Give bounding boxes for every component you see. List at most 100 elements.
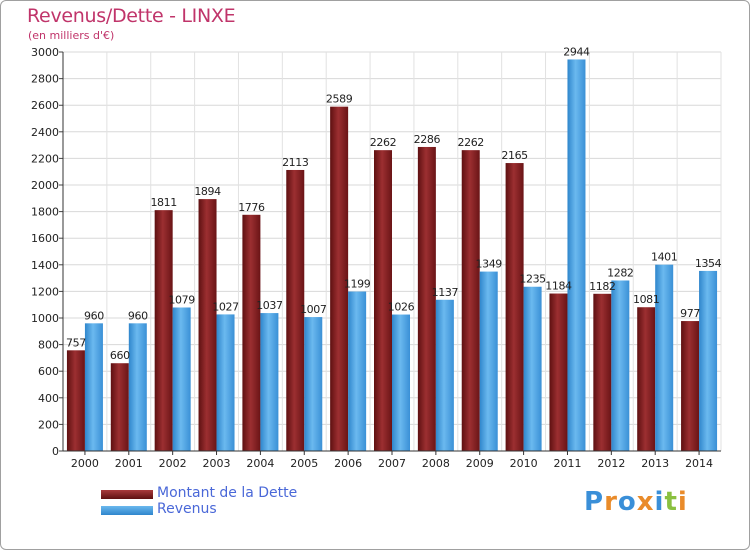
data-label-debt: 1182 (589, 280, 615, 293)
y-tick-label: 2600 (31, 99, 59, 112)
bar-revenue (260, 313, 279, 451)
bar-debt (330, 106, 349, 452)
x-tick-label: 2007 (378, 457, 406, 470)
bar-debt (505, 163, 524, 451)
bar-debt (198, 199, 217, 451)
data-label-revenue: 1137 (432, 286, 459, 299)
bar-revenue (435, 299, 454, 451)
bar-debt (286, 169, 305, 451)
bars-layer (66, 59, 718, 452)
y-tick-label: 1800 (31, 206, 59, 219)
data-label-revenue: 1037 (256, 299, 283, 312)
bar-revenue (655, 264, 674, 451)
chart-title: Revenus/Dette - LINXE (27, 5, 236, 27)
data-label-revenue: 960 (128, 309, 148, 322)
y-tick-label: 600 (38, 365, 59, 378)
data-label-revenue: 1199 (344, 278, 371, 291)
x-tick-label: 2006 (334, 457, 362, 470)
data-label-debt: 977 (680, 307, 700, 320)
x-tick-label: 2004 (246, 457, 274, 470)
x-tick-label: 2014 (685, 457, 713, 470)
bar-revenue (216, 314, 235, 451)
data-label-revenue: 1349 (476, 258, 503, 271)
bar-debt (681, 321, 700, 451)
legend-swatch-debt (101, 490, 153, 499)
data-label-debt: 1811 (150, 196, 176, 209)
data-label-revenue: 1401 (651, 251, 677, 264)
y-tick-label: 1200 (31, 285, 59, 298)
data-label-revenue: 1282 (607, 266, 633, 279)
bar-revenue (523, 286, 542, 451)
y-tick-label: 2200 (31, 152, 59, 165)
chart-subtitle: (en milliers d'€) (28, 29, 115, 42)
x-tick-label: 2000 (71, 457, 99, 470)
x-tick-label: 2008 (422, 457, 450, 470)
data-label-revenue: 1079 (168, 293, 195, 306)
y-tick-label: 3000 (31, 46, 59, 59)
bar-revenue (567, 59, 586, 452)
data-label-revenue: 1026 (388, 301, 415, 314)
data-label-debt: 2165 (501, 149, 528, 162)
data-label-debt: 2589 (326, 93, 353, 106)
data-label-revenue: 960 (84, 309, 104, 322)
bar-revenue (304, 317, 323, 451)
y-tick-label: 400 (38, 392, 59, 405)
bar-revenue (172, 307, 191, 451)
y-tick-label: 200 (38, 418, 59, 431)
data-label-debt: 2262 (458, 136, 484, 149)
bar-revenue (128, 323, 147, 451)
data-label-debt: 1776 (238, 201, 265, 214)
bar-debt (374, 150, 392, 452)
x-tick-label: 2011 (553, 457, 581, 470)
logo-letter: i (654, 487, 665, 517)
x-tick-label: 2012 (597, 457, 625, 470)
y-tick-label: 0 (52, 445, 59, 458)
bar-revenue (84, 323, 103, 451)
y-tick-label: 2000 (31, 179, 59, 192)
data-label-revenue: 1027 (212, 300, 239, 313)
bar-revenue (392, 314, 410, 451)
legend-swatch-revenue (101, 506, 153, 515)
legend-label-debt: Montant de la Dette (157, 485, 298, 501)
x-tick-label: 2002 (159, 457, 187, 470)
data-label-debt: 1081 (633, 293, 659, 306)
legend-label-revenue: Revenus (157, 501, 217, 517)
bar-revenue (611, 280, 630, 451)
y-tick-label: 800 (38, 339, 59, 352)
x-tick-label: 2013 (641, 457, 669, 470)
x-tick-label: 2005 (290, 457, 318, 470)
bar-debt (637, 307, 656, 451)
data-label-revenue: 2944 (563, 45, 590, 58)
data-label-debt: 757 (66, 336, 86, 349)
data-label-debt: 1184 (545, 280, 572, 293)
logo-letter: r (604, 487, 618, 517)
x-tick-label: 2010 (510, 457, 538, 470)
proxiti-logo: Proxiti (584, 487, 688, 517)
data-label-revenue: 1354 (695, 257, 722, 270)
y-tick-label: 2400 (31, 126, 59, 139)
bar-revenue (348, 291, 367, 451)
x-tick-label: 2003 (203, 457, 231, 470)
x-tick-label: 2001 (115, 457, 143, 470)
y-tick-label: 1400 (31, 259, 59, 272)
data-label-debt: 660 (110, 349, 130, 362)
bar-debt (154, 210, 173, 451)
logo-letter: i (677, 487, 688, 517)
bar-debt (242, 214, 261, 451)
logo-letter: P (584, 487, 605, 517)
data-label-revenue: 1235 (519, 273, 546, 286)
x-tick-label: 2009 (466, 457, 494, 470)
data-label-revenue: 1007 (300, 303, 327, 316)
y-tick-label: 1000 (31, 312, 59, 325)
logo-letter: o (617, 487, 637, 517)
data-label-debt: 2113 (282, 156, 309, 169)
bar-revenue (479, 271, 498, 451)
data-label-debt: 2286 (414, 133, 441, 146)
bar-debt (549, 293, 568, 451)
bar-debt (417, 146, 436, 451)
labels-layer: 757 960 660 960 1811 1079 1894 1027 1776 1037 2113… (66, 45, 722, 362)
data-label-debt: 2262 (370, 136, 396, 149)
bar-debt (66, 350, 85, 451)
